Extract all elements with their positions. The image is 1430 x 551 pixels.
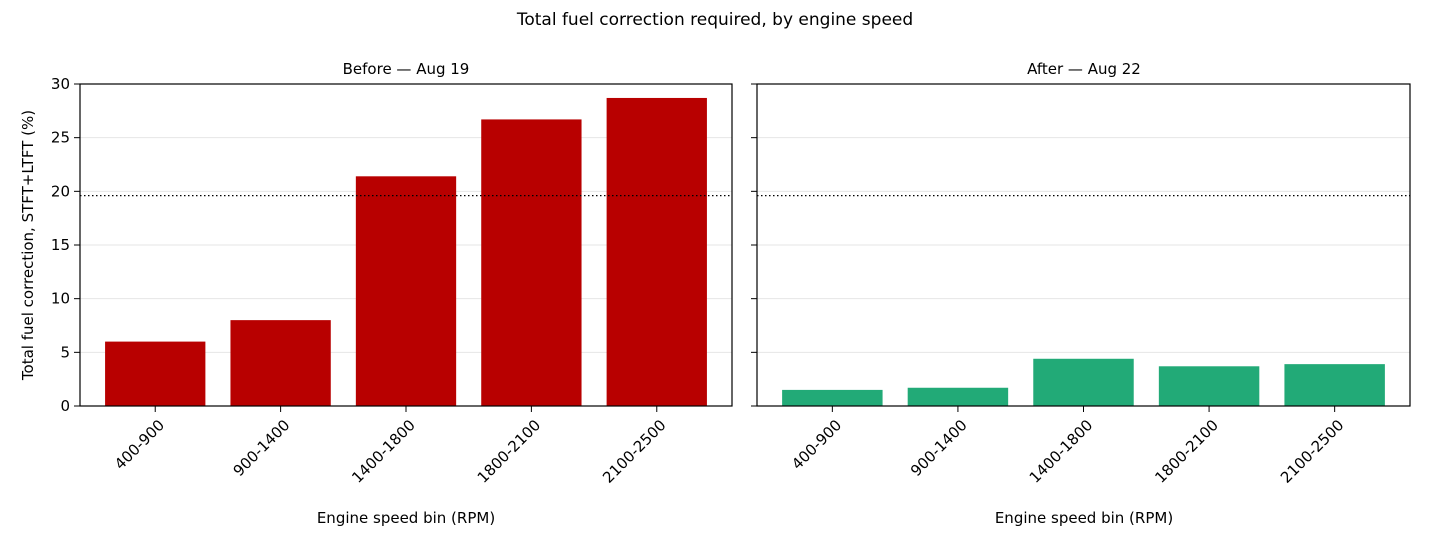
- after-xtick-label: 2100-2500: [1277, 416, 1348, 487]
- before-ytick-label: 5: [60, 343, 70, 361]
- panel-before-ylabel: Total fuel correction, STFT+LTFT (%): [19, 110, 37, 381]
- after-xtick-label: 1800-2100: [1151, 416, 1222, 487]
- after-bar: [907, 387, 1009, 406]
- before-xtick-label: 400-900: [111, 416, 168, 473]
- panel-after-title: After — Aug 22: [1027, 60, 1141, 78]
- before-xtick-label: 2100-2500: [599, 416, 670, 487]
- before-ytick-label: 10: [51, 290, 70, 308]
- panel-before: Before — Aug 19 Engine speed bin (RPM) T…: [19, 60, 733, 527]
- before-bar: [606, 97, 707, 406]
- figure-title: Total fuel correction required, by engin…: [516, 10, 913, 30]
- before-ytick-label: 25: [51, 129, 70, 147]
- before-ytick-label: 30: [51, 75, 70, 93]
- panel-before-title: Before — Aug 19: [343, 60, 470, 78]
- before-bar: [355, 176, 457, 406]
- after-xtick-label: 400-900: [788, 416, 845, 473]
- after-bar: [1158, 366, 1260, 406]
- after-xtick-label: 900-1400: [907, 416, 971, 480]
- before-ytick-label: 20: [51, 182, 70, 200]
- before-bar: [230, 320, 331, 406]
- panel-before-xlabel: Engine speed bin (RPM): [317, 509, 495, 527]
- before-ytick-label: 0: [60, 397, 70, 415]
- before-xtick-label: 900-1400: [230, 416, 294, 480]
- before-ytick-label: 15: [51, 236, 70, 254]
- after-bar: [1284, 364, 1385, 406]
- panel-after: After — Aug 22 Engine speed bin (RPM) 40…: [751, 60, 1411, 527]
- after-xtick-label: 1400-1800: [1026, 416, 1097, 487]
- after-bar: [1033, 358, 1134, 406]
- before-bar: [105, 341, 206, 406]
- before-xtick-label: 1800-2100: [474, 416, 545, 487]
- after-bar: [782, 389, 883, 406]
- panel-after-xlabel: Engine speed bin (RPM): [995, 509, 1173, 527]
- before-xtick-label: 1400-1800: [348, 416, 419, 487]
- before-bar: [481, 119, 582, 407]
